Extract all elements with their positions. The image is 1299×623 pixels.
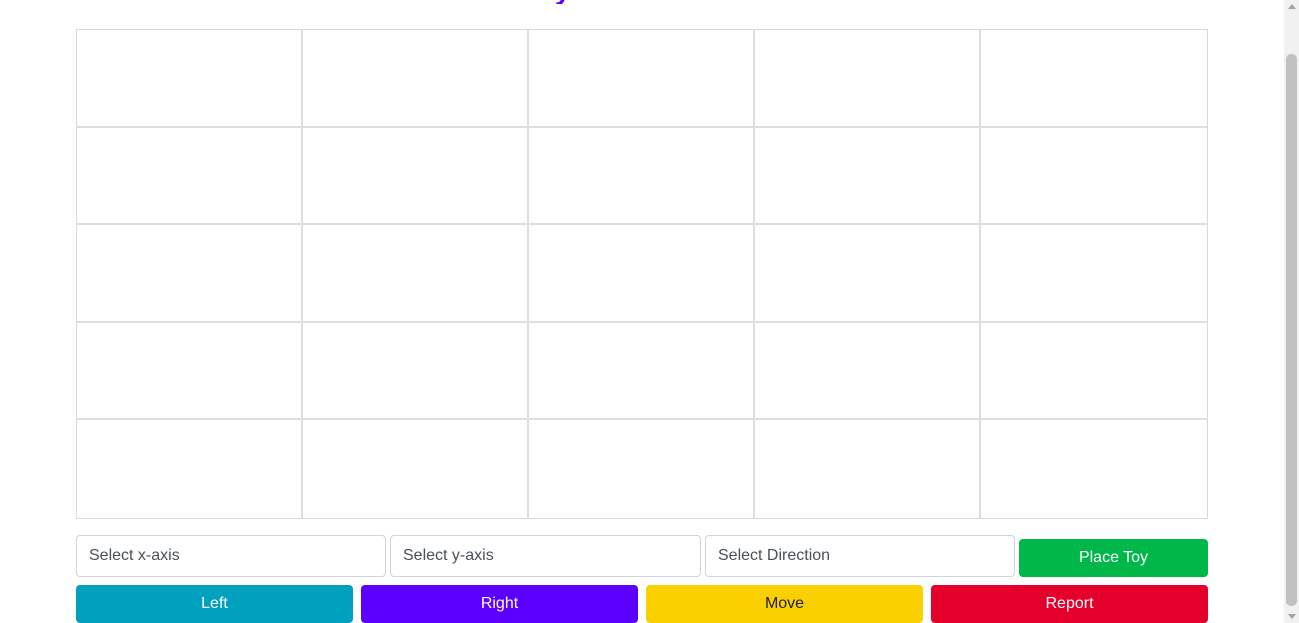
page-title: y <box>555 0 573 4</box>
move-button[interactable]: Move <box>646 585 923 623</box>
board-cell <box>529 127 755 226</box>
placement-controls: Select x-axis Select y-axis Select Direc… <box>76 535 1208 577</box>
movement-controls: Left Right Move Report <box>76 585 1208 623</box>
board-cell <box>303 30 529 128</box>
board-cell <box>755 30 981 128</box>
scroll-thumb[interactable] <box>1286 54 1297 606</box>
toy-board <box>76 29 1208 519</box>
board-cell <box>529 225 755 323</box>
board-cell <box>303 322 529 421</box>
y-axis-select[interactable]: Select y-axis <box>390 535 701 577</box>
board-cell <box>77 322 303 421</box>
board-cell <box>77 127 303 226</box>
board-cell <box>981 420 1207 518</box>
left-button[interactable]: Left <box>76 585 353 623</box>
board-cell <box>755 225 981 323</box>
direction-select[interactable]: Select Direction <box>705 535 1015 577</box>
board-cell <box>981 30 1207 128</box>
board-cell <box>755 127 981 226</box>
board-cell <box>981 225 1207 323</box>
board-cell <box>77 30 303 128</box>
board-cell <box>981 127 1207 226</box>
board-cell <box>529 322 755 421</box>
place-toy-button[interactable]: Place Toy <box>1019 539 1208 577</box>
report-button[interactable]: Report <box>931 585 1208 623</box>
board-cell <box>529 30 755 128</box>
board-cell <box>77 225 303 323</box>
scroll-down-icon[interactable] <box>1288 614 1296 619</box>
board-cell <box>303 225 529 323</box>
board-cell <box>529 420 755 518</box>
x-axis-select[interactable]: Select x-axis <box>76 535 386 577</box>
scroll-up-icon[interactable] <box>1288 4 1296 9</box>
board-cell <box>303 127 529 226</box>
board-cell <box>981 322 1207 421</box>
page-title-text: y <box>555 0 571 4</box>
board-cell <box>77 420 303 518</box>
board-cell <box>303 420 529 518</box>
board-cell <box>755 420 981 518</box>
vertical-scrollbar[interactable] <box>1284 0 1299 623</box>
board-cell <box>755 322 981 421</box>
right-button[interactable]: Right <box>361 585 638 623</box>
